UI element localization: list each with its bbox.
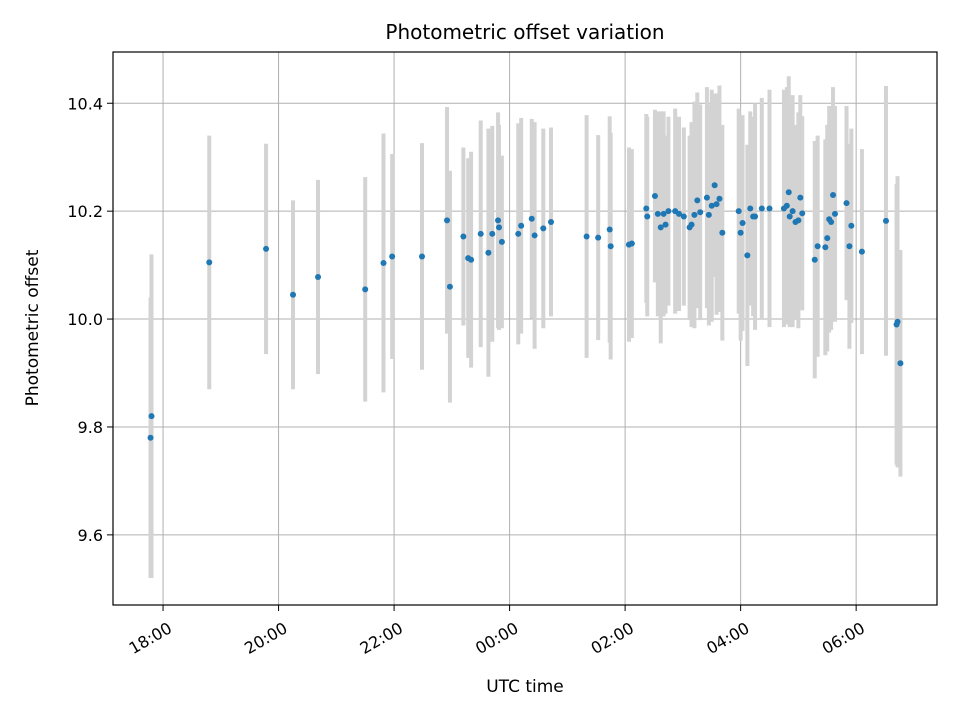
data-point xyxy=(643,205,650,212)
data-point xyxy=(644,213,651,220)
data-point xyxy=(676,210,683,217)
data-point xyxy=(665,208,672,215)
data-point xyxy=(786,213,793,220)
y-axis-label: Photometric offset xyxy=(23,249,43,406)
data-point xyxy=(657,224,664,231)
data-point xyxy=(654,210,661,217)
data-point xyxy=(528,215,535,222)
y-tick-label: 9.8 xyxy=(78,418,103,437)
data-point xyxy=(468,256,475,263)
data-point xyxy=(489,230,496,237)
data-points xyxy=(147,182,904,441)
data-point xyxy=(831,210,838,217)
data-point xyxy=(846,243,853,250)
y-tick-label: 10.4 xyxy=(67,94,103,113)
data-point xyxy=(290,291,297,298)
data-point xyxy=(680,213,687,220)
data-point xyxy=(797,194,804,201)
data-point xyxy=(711,182,718,189)
data-point xyxy=(858,248,865,255)
y-tick-label: 9.6 xyxy=(78,526,103,545)
data-point xyxy=(419,253,425,260)
data-point xyxy=(783,202,790,209)
data-point xyxy=(795,217,802,224)
data-point xyxy=(708,202,715,209)
data-point xyxy=(766,205,773,212)
data-point xyxy=(882,217,889,224)
data-point xyxy=(518,222,525,229)
data-point xyxy=(691,211,698,218)
data-point xyxy=(263,245,270,252)
data-point xyxy=(811,256,818,263)
data-point xyxy=(147,434,154,441)
data-point xyxy=(830,191,837,198)
data-point xyxy=(540,225,547,232)
data-point xyxy=(583,233,590,240)
axes-frame xyxy=(112,51,938,606)
data-point xyxy=(651,193,658,200)
data-point xyxy=(460,233,467,240)
y-tick-label: 10.2 xyxy=(67,202,103,221)
data-point xyxy=(737,229,744,236)
data-point xyxy=(814,243,821,250)
data-point xyxy=(747,205,754,212)
data-point xyxy=(688,221,695,228)
data-point xyxy=(713,201,720,208)
data-point xyxy=(595,234,602,241)
data-point xyxy=(607,243,614,250)
data-point xyxy=(897,360,904,367)
data-point xyxy=(495,217,502,224)
data-point xyxy=(444,217,451,224)
data-point xyxy=(547,218,554,225)
data-point xyxy=(515,230,522,237)
data-point xyxy=(315,273,322,280)
data-point xyxy=(662,221,669,228)
data-point xyxy=(389,253,396,260)
data-point xyxy=(828,218,835,225)
data-point xyxy=(744,252,751,259)
data-point xyxy=(822,244,829,251)
data-point xyxy=(843,200,850,207)
data-point xyxy=(628,240,635,247)
data-point xyxy=(485,249,492,256)
data-point xyxy=(719,229,726,236)
data-point xyxy=(758,205,765,212)
x-axis-label: UTC time xyxy=(486,677,564,697)
data-point xyxy=(739,220,746,227)
data-point xyxy=(206,259,213,266)
y-tick-label: 10.0 xyxy=(67,310,103,329)
data-point xyxy=(824,235,831,242)
data-point xyxy=(697,209,704,216)
data-point xyxy=(446,283,453,290)
data-point xyxy=(799,210,806,217)
data-point xyxy=(606,226,613,233)
data-point xyxy=(362,286,369,293)
data-point xyxy=(848,222,855,229)
data-point xyxy=(703,194,710,201)
data-point xyxy=(789,208,796,215)
data-point xyxy=(705,211,712,218)
data-point xyxy=(716,195,723,202)
data-point xyxy=(660,210,667,217)
data-point xyxy=(498,238,505,245)
chart-title: Photometric offset variation xyxy=(385,20,664,44)
data-point xyxy=(531,232,538,239)
data-point xyxy=(894,318,901,325)
data-point xyxy=(477,230,484,237)
data-point xyxy=(785,189,792,196)
data-point xyxy=(380,259,387,266)
data-point xyxy=(752,213,759,220)
data-point xyxy=(694,197,701,204)
data-point xyxy=(735,208,742,215)
data-point xyxy=(148,413,155,420)
data-point xyxy=(496,224,503,231)
